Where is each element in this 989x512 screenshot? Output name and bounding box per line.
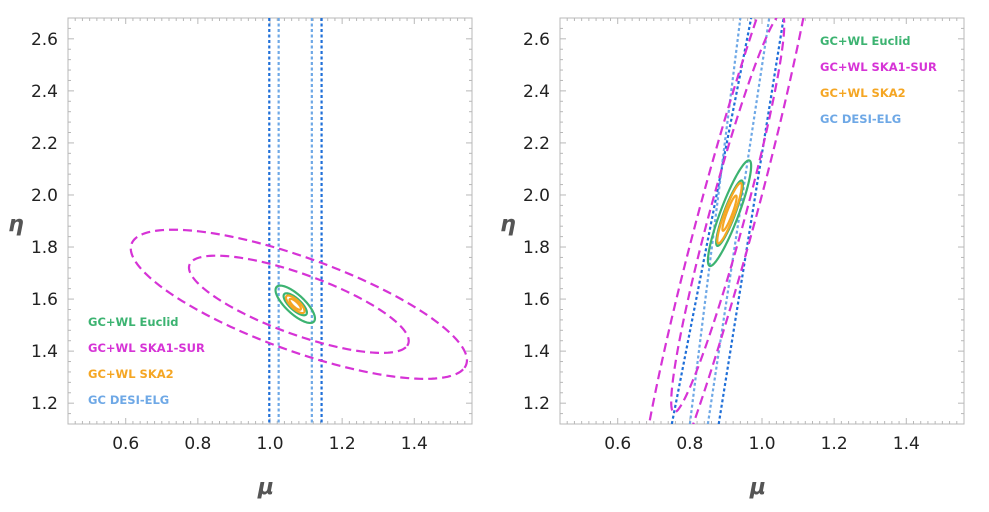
confidence-ellipse	[288, 297, 303, 311]
y-tick-label: 2.0	[523, 186, 550, 206]
y-tick-label: 2.4	[523, 82, 550, 102]
contour-layer	[129, 18, 469, 424]
legend: GC+WL Euclid GC+WL SKA1-SUR GC+WL SKA2 GC D…	[820, 34, 937, 126]
y-tick-label: 2.4	[31, 82, 58, 102]
y-tick-label: 1.8	[523, 238, 550, 258]
legend-entry: GC+WL SKA2	[820, 86, 906, 100]
y-tick-label: 1.4	[31, 342, 58, 362]
y-tick-label: 1.6	[31, 290, 58, 310]
x-tick-label: 1.4	[401, 434, 428, 454]
confidence-boundary	[688, 18, 742, 424]
confidence-boundary	[706, 18, 771, 424]
y-tick-label: 1.8	[31, 238, 58, 258]
confidence-ellipse	[282, 292, 308, 317]
x-tick-label: 1.2	[329, 434, 356, 454]
legend-entry: GC+WL Euclid	[820, 34, 911, 48]
confidence-boundary	[717, 18, 785, 424]
right-panel: 0.6 0.8 1.0 1.2 1.4 1.2 1.4 1.6 1.8 2.0 2.2 2.4 2.6 μ…	[500, 17, 965, 500]
y-tick-label: 1.2	[523, 394, 550, 414]
plot-frame	[559, 17, 965, 425]
x-tick-label: 0.6	[112, 434, 139, 454]
y-axis-label: η	[8, 212, 24, 237]
y-axis-label: η	[500, 212, 516, 237]
confidence-ellipse	[284, 294, 306, 315]
legend-entry: GC DESI-ELG	[820, 112, 901, 126]
x-axis-label: μ	[257, 475, 274, 500]
y-tick-label: 1.6	[523, 290, 550, 310]
confidence-ellipse	[274, 284, 317, 325]
confidence-ellipse	[187, 254, 410, 355]
y-tick-label: 2.0	[31, 186, 58, 206]
y-tick-label: 1.4	[523, 342, 550, 362]
x-tick-label: 1.4	[893, 434, 920, 454]
confidence-ellipse	[129, 228, 469, 380]
x-tick-label: 0.8	[184, 434, 211, 454]
legend: GC+WL Euclid GC+WL SKA1-SUR GC+WL SKA2 GC D…	[88, 315, 205, 407]
confidence-ellipse	[706, 159, 753, 268]
confidence-boundary	[670, 18, 753, 424]
confidence-ellipse	[716, 181, 743, 245]
x-tick-label: 1.2	[821, 434, 848, 454]
legend-entry: GC DESI-ELG	[88, 393, 169, 407]
legend-entry: GC+WL SKA2	[88, 367, 174, 381]
x-tick-label: 0.8	[676, 434, 703, 454]
y-tick-label: 2.6	[31, 30, 58, 50]
contour-layer	[647, 18, 805, 424]
legend-entry: GC+WL SKA1-SUR	[88, 341, 205, 355]
confidence-ellipse	[647, 18, 805, 424]
y-tick-label: 2.2	[523, 134, 550, 154]
x-tick-label: 0.6	[604, 434, 631, 454]
legend-entry: GC+WL Euclid	[88, 315, 179, 329]
left-panel: 0.6 0.8 1.0 1.2 1.4 1.2 1.4 1.6 1.8 2.0 2.2 2.4 2.6 μ…	[8, 17, 473, 500]
legend-entry: GC+WL SKA1-SUR	[820, 60, 937, 74]
x-axis-label: μ	[749, 475, 766, 500]
confidence-ellipse	[721, 194, 738, 232]
y-tick-label: 2.2	[31, 134, 58, 154]
x-tick-label: 1.0	[256, 434, 283, 454]
confidence-ellipse	[670, 18, 786, 414]
x-tick-label: 1.0	[748, 434, 775, 454]
y-tick-label: 1.2	[31, 394, 58, 414]
y-tick-label: 2.6	[523, 30, 550, 50]
